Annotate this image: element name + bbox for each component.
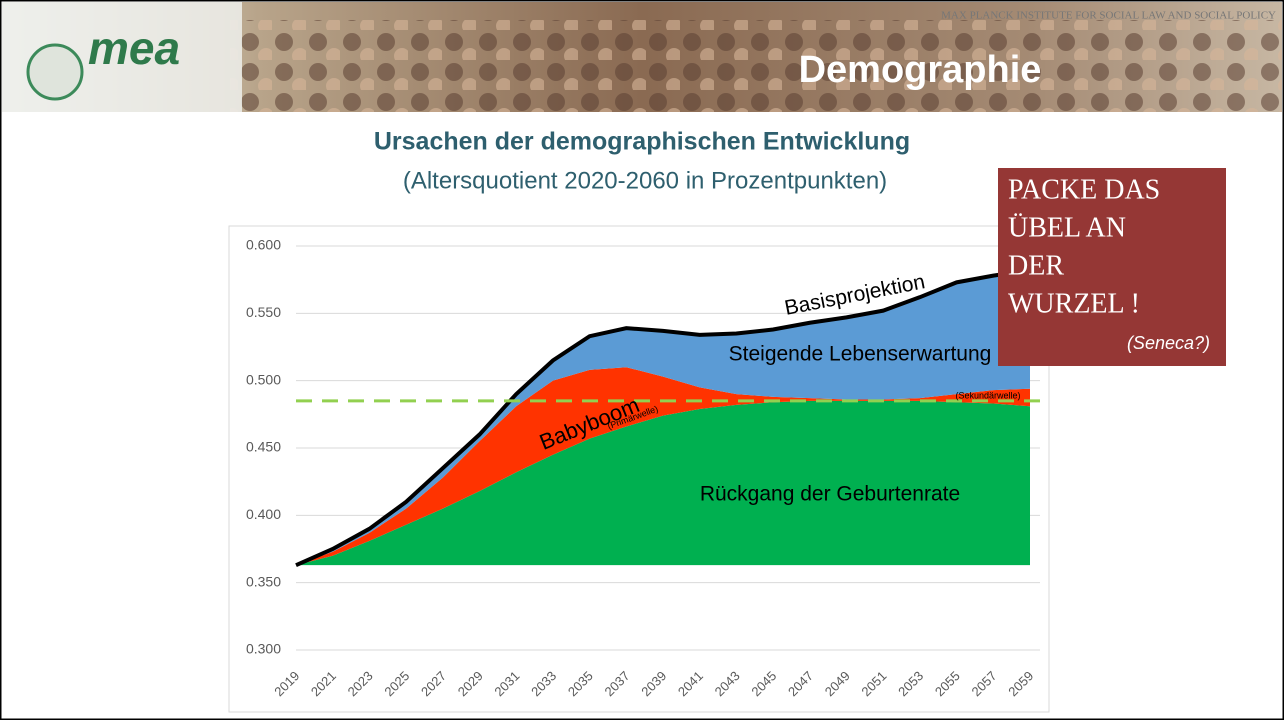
y-tick-label: 0.600: [246, 237, 281, 253]
quote-line: ÜBEL AN: [1008, 212, 1126, 243]
y-tick-label: 0.300: [246, 641, 281, 657]
logo-emblem: [28, 45, 82, 99]
quote-line: WURZEL !: [1008, 288, 1140, 319]
slide-subtitle: (Altersquotient 2020-2060 in Prozentpunk…: [403, 167, 887, 194]
institute-name: MAX PLANCK INSTITUTE FOR SOCIAL LAW AND …: [941, 10, 1276, 22]
quote-author: (Seneca?): [1127, 333, 1210, 353]
chart: mea MAX PLANCK INSTITUTE FOR SOCIAL LAW …: [0, 0, 1284, 720]
series-label: Rückgang der Geburtenrate: [700, 483, 960, 506]
slide: mea MAX PLANCK INSTITUTE FOR SOCIAL LAW …: [0, 0, 1284, 720]
series-label: Steigende Lebenserwartung: [729, 343, 992, 366]
logo-text: mea: [88, 22, 180, 74]
y-tick-label: 0.550: [246, 304, 281, 320]
header-crowd: [230, 20, 1282, 112]
quote-line: DER: [1008, 250, 1064, 281]
annotation: (Sekundärwelle): [955, 390, 1020, 400]
slide-title: Ursachen der demographischen Entwicklung: [374, 128, 910, 156]
y-tick-label: 0.400: [246, 506, 281, 522]
quote-line: PACKE DAS: [1008, 174, 1160, 205]
y-tick-label: 0.500: [246, 371, 281, 387]
y-tick-label: 0.450: [246, 439, 281, 455]
y-tick-label: 0.350: [246, 573, 281, 589]
section-title: Demographie: [799, 49, 1042, 91]
